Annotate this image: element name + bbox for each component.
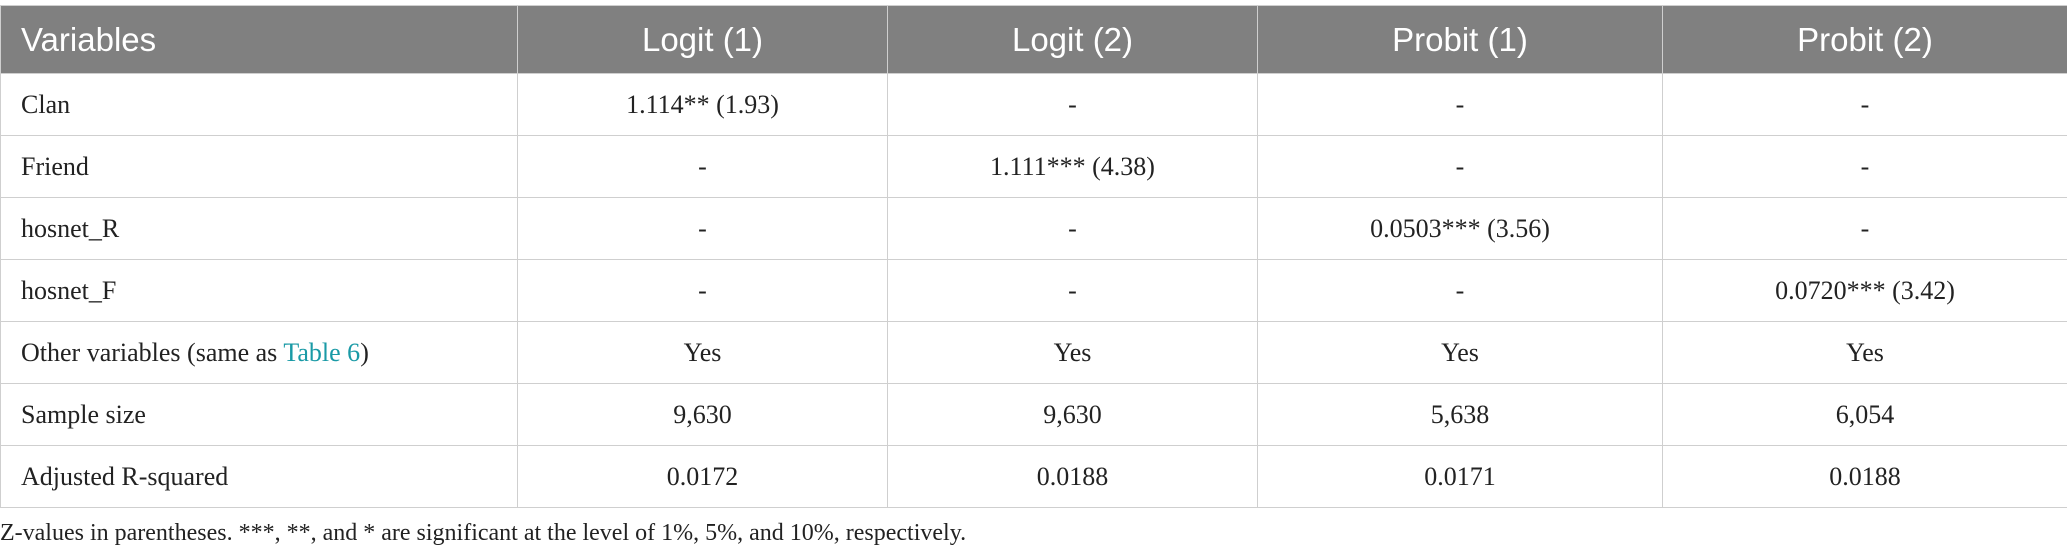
table-cell: Yes bbox=[887, 321, 1258, 384]
footnote: Z-values in parentheses. ***, **, and * … bbox=[0, 520, 967, 546]
table-cell: 1.114** (1.93) bbox=[517, 73, 888, 136]
table-row: Sample size 9,630 9,630 5,638 6,054 bbox=[0, 383, 2067, 446]
table-cell: - bbox=[1662, 73, 2067, 136]
table-row: hosnet_F - - -0.0720*** (3.42) bbox=[0, 259, 2067, 322]
results-table: Variables Logit (1) Logit (2) Probit (1) Pro… bbox=[0, 5, 2067, 508]
table-cell: Adjusted R-squared bbox=[0, 445, 518, 508]
table-row: Friend -1.111*** (4.38) - - bbox=[0, 135, 2067, 198]
table-row: Adjusted R-squared 0.0172 0.0188 0.0171 0.01… bbox=[0, 445, 2067, 508]
header-row: Variables Logit (1) Logit (2) Probit (1) Pro… bbox=[0, 5, 2067, 74]
table-cell: 9,630 bbox=[887, 383, 1258, 446]
table-cell: 9,630 bbox=[517, 383, 888, 446]
cell-text: Other variables (same as bbox=[21, 337, 284, 367]
table-cell: Yes bbox=[1257, 321, 1663, 384]
table-cell: - bbox=[517, 259, 888, 322]
table-cell: 0.0188 bbox=[887, 445, 1258, 508]
table-cell: Yes bbox=[517, 321, 888, 384]
table-cell: 6,054 bbox=[1662, 383, 2067, 446]
table-cell: Clan bbox=[0, 73, 518, 136]
table-cell: 5,638 bbox=[1257, 383, 1663, 446]
table-cell: - bbox=[1662, 135, 2067, 198]
table-cell: - bbox=[887, 197, 1258, 260]
table-cell: - bbox=[517, 197, 888, 260]
table-cell: 0.0503*** (3.56) bbox=[1257, 197, 1663, 260]
table-cell: 0.0172 bbox=[517, 445, 888, 508]
table-row: Other variables (same as Table 6) Yes Yes Y… bbox=[0, 321, 2067, 384]
header-cell: Logit (1) bbox=[517, 5, 888, 74]
table-row: hosnet_R - -0.0503*** (3.56) - bbox=[0, 197, 2067, 260]
table-cell: Yes bbox=[1662, 321, 2067, 384]
table-cell: hosnet_F bbox=[0, 259, 518, 322]
table-cell: - bbox=[887, 259, 1258, 322]
table-cell: - bbox=[887, 73, 1258, 136]
table-cell: Friend bbox=[0, 135, 518, 198]
table-cell: Sample size bbox=[0, 383, 518, 446]
table-cell: - bbox=[1257, 73, 1663, 136]
table-cell: - bbox=[1257, 135, 1663, 198]
header-cell: Variables bbox=[0, 5, 518, 74]
table-cell: 0.0720*** (3.42) bbox=[1662, 259, 2067, 322]
table-row: Clan 1.114** (1.93) - - - bbox=[0, 73, 2067, 136]
table-cell: - bbox=[1662, 197, 2067, 260]
table-cell: 1.111*** (4.38) bbox=[887, 135, 1258, 198]
table-cell: Other variables (same as Table 6) bbox=[0, 321, 518, 384]
table-cell: 0.0188 bbox=[1662, 445, 2067, 508]
table-link[interactable]: Table 6 bbox=[283, 337, 361, 367]
header-cell: Probit (1) bbox=[1257, 5, 1663, 74]
table-cell: - bbox=[517, 135, 888, 198]
table-cell: 0.0171 bbox=[1257, 445, 1663, 508]
table-cell: - bbox=[1257, 259, 1663, 322]
table-cell: hosnet_R bbox=[0, 197, 518, 260]
header-cell: Logit (2) bbox=[887, 5, 1258, 74]
cell-text: ) bbox=[360, 337, 369, 367]
header-cell: Probit (2) bbox=[1662, 5, 2067, 74]
